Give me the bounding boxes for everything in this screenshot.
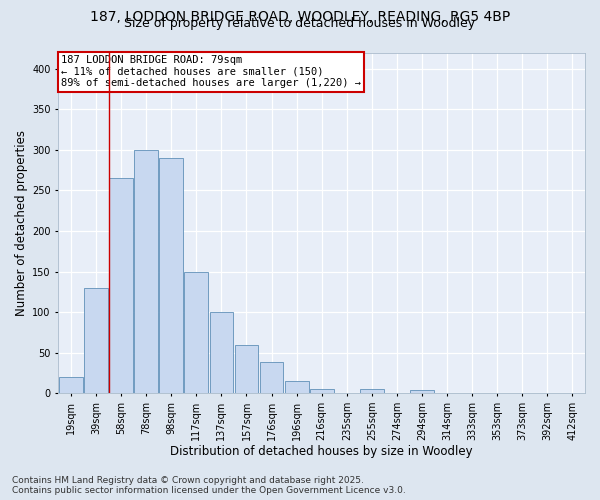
Bar <box>134 150 158 393</box>
Bar <box>209 312 233 393</box>
Text: Size of property relative to detached houses in Woodley: Size of property relative to detached ho… <box>124 18 476 30</box>
Bar <box>260 362 283 393</box>
Bar <box>410 390 434 393</box>
X-axis label: Distribution of detached houses by size in Woodley: Distribution of detached houses by size … <box>170 444 473 458</box>
Bar <box>59 377 83 393</box>
Bar <box>109 178 133 393</box>
Bar <box>84 288 108 393</box>
Text: 187 LODDON BRIDGE ROAD: 79sqm
← 11% of detached houses are smaller (150)
89% of : 187 LODDON BRIDGE ROAD: 79sqm ← 11% of d… <box>61 56 361 88</box>
Bar <box>360 389 384 393</box>
Bar <box>310 389 334 393</box>
Y-axis label: Number of detached properties: Number of detached properties <box>15 130 28 316</box>
Text: 187, LODDON BRIDGE ROAD, WOODLEY, READING, RG5 4BP: 187, LODDON BRIDGE ROAD, WOODLEY, READIN… <box>90 10 510 24</box>
Text: Contains HM Land Registry data © Crown copyright and database right 2025.
Contai: Contains HM Land Registry data © Crown c… <box>12 476 406 495</box>
Bar <box>160 158 183 393</box>
Bar <box>184 272 208 393</box>
Bar <box>285 381 308 393</box>
Bar <box>235 344 259 393</box>
